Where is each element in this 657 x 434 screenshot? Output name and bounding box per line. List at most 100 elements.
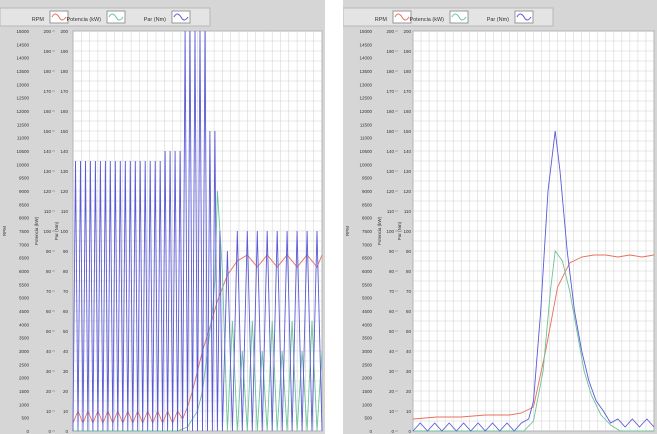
- par-tick-label: 40: [406, 349, 412, 354]
- rpm-tick-label: 7000: [362, 242, 373, 247]
- potencia-tick-label: 40: [46, 349, 52, 354]
- rpm-tick-label: 4500: [362, 309, 373, 314]
- chart-panel-left: RPM Potencia (kW) Par (Nm) 0 500 1000 1500 2000…: [0, 0, 325, 434]
- rpm-tick-label: 14500: [16, 42, 29, 47]
- legend-swatch-line: [451, 13, 467, 21]
- rpm-tick-label: 10000: [16, 162, 29, 167]
- par-tick-label: 30: [63, 369, 69, 374]
- potencia-tick-label: 100: [386, 229, 394, 234]
- rpm-tick-label: 8000: [362, 216, 373, 221]
- potencia-tick-label: 40: [389, 349, 395, 354]
- par-tick-label: 190: [60, 49, 68, 54]
- potencia-tick-label: 190: [43, 49, 51, 54]
- rpm-tick-label: 2000: [362, 376, 373, 381]
- rpm-tick-label: 1500: [19, 389, 30, 394]
- par-tick-label: 180: [403, 69, 411, 74]
- chart-right: RPM Potencia (kW) Par (Nm)0500100015002000…: [343, 7, 655, 434]
- potencia-tick-label: 150: [43, 129, 51, 134]
- rpm-tick-label: 13000: [16, 82, 29, 87]
- potencia-tick-label: 140: [386, 149, 394, 154]
- rpm-tick-label: 8000: [19, 216, 30, 221]
- rpm-tick-label: 9500: [362, 176, 373, 181]
- potencia-tick-label: 130: [386, 169, 394, 174]
- rpm-tick-label: 5500: [362, 282, 373, 287]
- potencia-tick-label: 10: [389, 409, 395, 414]
- potencia-tick-label: 170: [43, 89, 51, 94]
- potencia-tick-label: 0: [48, 429, 51, 434]
- par-tick-label: 80: [63, 269, 69, 274]
- par-tick-label: 170: [60, 89, 68, 94]
- par-tick-label: 0: [408, 429, 411, 434]
- rpm-tick-label: 7500: [362, 229, 373, 234]
- rpm-tick-label: 14500: [359, 42, 372, 47]
- rpm-tick-label: 3500: [19, 336, 30, 341]
- par-tick-label: 120: [60, 189, 68, 194]
- par-tick-label: 40: [63, 349, 69, 354]
- rpm-tick-label: 12000: [359, 109, 372, 114]
- chart-panel-right: RPM Potencia (kW) Par (Nm) 0 500 1000 1500 2000…: [343, 0, 657, 434]
- rpm-tick-label: 14000: [359, 56, 372, 61]
- rpm-tick-label: 0: [369, 429, 372, 434]
- legend-swatch-line: [51, 13, 67, 21]
- par-tick-label: 10: [406, 409, 412, 414]
- potencia-tick-label: 50: [389, 329, 395, 334]
- rpm-tick-label: 9500: [19, 176, 30, 181]
- legend-swatch-line: [394, 13, 410, 21]
- rpm-tick-label: 4000: [19, 322, 30, 327]
- legend-swatch-line: [108, 13, 124, 21]
- rpm-tick-label: 7500: [19, 229, 30, 234]
- series-line-rpm: [72, 254, 323, 425]
- par-axis-label: Par (Nm): [397, 221, 402, 240]
- par-tick-label: 90: [63, 249, 69, 254]
- potencia-tick-label: 110: [387, 209, 395, 214]
- rpm-tick-label: 500: [364, 416, 372, 421]
- rpm-tick-label: 3500: [362, 336, 373, 341]
- potencia-axis-label: Potencia (kW): [377, 216, 382, 245]
- par-tick-label: 100: [403, 229, 411, 234]
- series-line-potencia-kw: [413, 249, 654, 432]
- series-line-par-nm: [412, 130, 655, 432]
- rpm-tick-label: 2500: [19, 362, 30, 367]
- potencia-tick-label: 20: [389, 389, 395, 394]
- rpm-tick-label: 4000: [362, 322, 373, 327]
- rpm-tick-label: 2500: [362, 362, 373, 367]
- rpm-tick-label: 9000: [19, 189, 30, 194]
- rpm-tick-label: 4500: [19, 309, 30, 314]
- par-tick-label: 90: [406, 249, 412, 254]
- rpm-tick-label: 7000: [19, 242, 30, 247]
- par-tick-label: 150: [403, 129, 411, 134]
- rpm-tick-label: 8500: [362, 202, 373, 207]
- potencia-tick-label: 120: [43, 189, 51, 194]
- potencia-tick-label: 110: [44, 209, 52, 214]
- par-tick-label: 20: [406, 389, 412, 394]
- rpm-tick-label: 3000: [362, 349, 373, 354]
- potencia-tick-label: 150: [386, 129, 394, 134]
- rpm-tick-label: 6000: [362, 269, 373, 274]
- potencia-tick-label: 80: [46, 269, 52, 274]
- legend-label: Potencia (kW): [66, 17, 101, 23]
- potencia-tick-label: 130: [43, 169, 51, 174]
- par-tick-label: 30: [406, 369, 412, 374]
- potencia-tick-label: 20: [46, 389, 52, 394]
- potencia-tick-label: 30: [46, 369, 52, 374]
- rpm-tick-label: 12500: [359, 96, 372, 101]
- potencia-tick-label: 50: [46, 329, 52, 334]
- par-tick-label: 200: [60, 29, 68, 34]
- potencia-tick-label: 60: [389, 309, 395, 314]
- rpm-tick-label: 5500: [19, 282, 30, 287]
- rpm-tick-label: 13500: [359, 69, 372, 74]
- potencia-tick-label: 200: [386, 29, 394, 34]
- par-tick-label: 170: [403, 89, 411, 94]
- par-tick-label: 0: [65, 429, 68, 434]
- par-tick-label: 140: [403, 149, 411, 154]
- par-tick-label: 140: [60, 149, 68, 154]
- rpm-tick-label: 0: [26, 429, 29, 434]
- rpm-tick-label: 15000: [16, 29, 29, 34]
- par-axis-label: Par (Nm): [54, 221, 59, 240]
- rpm-tick-label: 9000: [362, 189, 373, 194]
- rpm-tick-label: 2000: [19, 376, 30, 381]
- potencia-tick-label: 80: [389, 269, 395, 274]
- rpm-tick-label: 6500: [362, 256, 373, 261]
- legend-swatch-line: [516, 13, 532, 21]
- rpm-axis-label: RPM: [2, 226, 7, 236]
